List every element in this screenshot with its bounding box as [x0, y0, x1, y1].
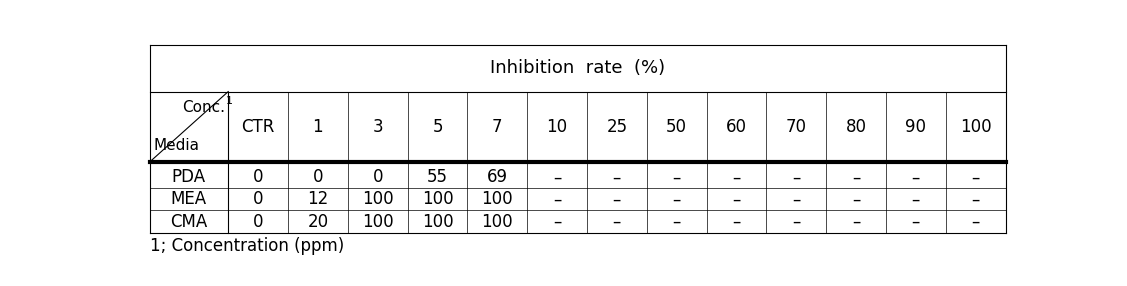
Text: –: –	[912, 168, 920, 186]
Text: MEA: MEA	[171, 190, 207, 208]
Text: 100: 100	[362, 190, 393, 208]
Text: 1: 1	[312, 118, 323, 136]
Text: –: –	[852, 168, 860, 186]
Text: Media: Media	[153, 138, 199, 153]
Text: 5: 5	[433, 118, 443, 136]
Text: –: –	[613, 168, 621, 186]
Text: –: –	[733, 212, 740, 231]
Text: CTR: CTR	[241, 118, 275, 136]
Text: 100: 100	[960, 118, 992, 136]
Text: 20: 20	[308, 212, 328, 231]
Text: 69: 69	[487, 168, 508, 186]
Text: –: –	[553, 212, 561, 231]
Text: 100: 100	[481, 190, 513, 208]
Text: 10: 10	[547, 118, 568, 136]
Text: 80: 80	[845, 118, 867, 136]
Text: Inhibition  rate  (%): Inhibition rate (%)	[490, 59, 665, 78]
Text: –: –	[792, 190, 800, 208]
Text: CMA: CMA	[170, 212, 207, 231]
Text: 90: 90	[905, 118, 926, 136]
Text: 100: 100	[421, 212, 453, 231]
Text: 0: 0	[252, 212, 264, 231]
Text: –: –	[971, 212, 979, 231]
Text: –: –	[553, 190, 561, 208]
Text: 25: 25	[606, 118, 628, 136]
Text: –: –	[613, 212, 621, 231]
Text: 7: 7	[492, 118, 503, 136]
Text: –: –	[553, 168, 561, 186]
Text: 12: 12	[308, 190, 329, 208]
Text: 100: 100	[481, 212, 513, 231]
Text: 50: 50	[666, 118, 687, 136]
Text: –: –	[733, 168, 740, 186]
Text: 55: 55	[427, 168, 449, 186]
Text: –: –	[613, 190, 621, 208]
Text: 0: 0	[252, 190, 264, 208]
Text: –: –	[733, 190, 740, 208]
Text: –: –	[971, 190, 979, 208]
Text: 3: 3	[372, 118, 383, 136]
Text: –: –	[971, 168, 979, 186]
Text: –: –	[792, 212, 800, 231]
Text: –: –	[852, 190, 860, 208]
Text: Conc.: Conc.	[181, 100, 224, 115]
Text: –: –	[912, 190, 920, 208]
Text: –: –	[852, 212, 860, 231]
Text: 0: 0	[312, 168, 323, 186]
Text: PDA: PDA	[171, 168, 206, 186]
Text: 0: 0	[252, 168, 264, 186]
Text: 1: 1	[225, 96, 232, 106]
Text: –: –	[912, 212, 920, 231]
Text: 0: 0	[372, 168, 383, 186]
Text: –: –	[792, 168, 800, 186]
Text: –: –	[673, 168, 681, 186]
Text: –: –	[673, 190, 681, 208]
Text: –: –	[673, 212, 681, 231]
Text: 60: 60	[726, 118, 747, 136]
Text: 1; Concentration (ppm): 1; Concentration (ppm)	[150, 237, 344, 255]
Text: 100: 100	[421, 190, 453, 208]
Text: 100: 100	[362, 212, 393, 231]
Text: 70: 70	[786, 118, 807, 136]
